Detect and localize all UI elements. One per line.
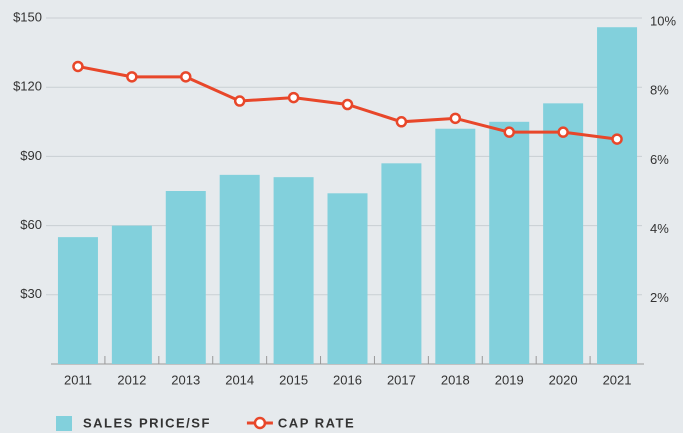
line-point	[611, 133, 623, 145]
legend-label: CAP RATE	[278, 415, 355, 430]
line-point	[72, 60, 84, 73]
x-tick-label: 2013	[171, 372, 200, 387]
y-tick-label: $150	[13, 9, 42, 24]
y-tick-label: $90	[20, 148, 42, 163]
bar	[111, 225, 152, 364]
bar	[57, 237, 98, 364]
y2-tick-label: 6%	[650, 152, 669, 167]
y-tick-label: $60	[20, 217, 42, 232]
line-point	[395, 116, 408, 128]
bar	[273, 177, 314, 364]
x-tick-label: 2011	[64, 372, 92, 387]
y2-tick-label: 2%	[650, 290, 669, 305]
x-tick-label: 2020	[549, 372, 578, 387]
x-tick-label: 2017	[387, 372, 416, 387]
x-tick-label: 2014	[225, 372, 254, 387]
bar	[219, 174, 260, 364]
line-point	[341, 98, 354, 111]
bar	[327, 193, 368, 364]
line-point	[557, 126, 569, 138]
legend-label: SALES PRICE/SF	[83, 415, 211, 430]
x-tick-label: 2015	[279, 372, 308, 387]
line-point	[449, 112, 462, 125]
x-tick-label: 2012	[117, 372, 146, 387]
legend-swatch	[253, 416, 267, 430]
bar	[381, 163, 422, 364]
legend-swatch	[56, 416, 72, 431]
y2-tick-label: 4%	[650, 221, 669, 236]
x-tick-label: 2021	[603, 372, 632, 387]
bar	[165, 191, 206, 364]
bar	[597, 27, 638, 365]
bar	[489, 121, 530, 364]
line-point	[180, 71, 192, 83]
line-point	[126, 71, 138, 83]
bar	[543, 103, 584, 364]
line-point	[503, 126, 515, 138]
x-tick-label: 2019	[495, 372, 524, 387]
x-tick-label: 2018	[441, 372, 470, 387]
bar	[435, 128, 476, 364]
y-tick-label: $30	[20, 286, 42, 301]
line-point	[287, 91, 300, 104]
y-tick-label: $120	[13, 79, 42, 94]
y2-tick-label: 10%	[650, 13, 676, 28]
x-tick-label: 2016	[333, 372, 362, 387]
line-point	[233, 95, 246, 107]
y2-tick-label: 8%	[650, 83, 669, 98]
